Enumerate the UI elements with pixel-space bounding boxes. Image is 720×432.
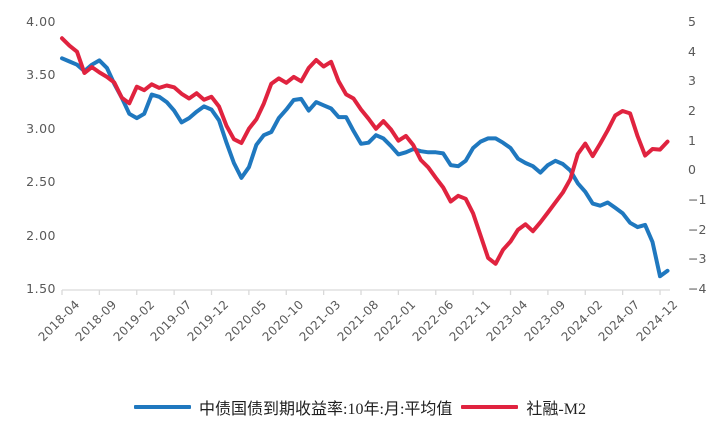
legend-item-cgb-yield: 中债国债到期收益率:10年:月:平均值: [134, 395, 452, 419]
right-axis-tick-label: 5: [688, 14, 696, 29]
left-axis-tick-label: 3.00: [26, 120, 56, 136]
legend-swatch-cgb-yield: [134, 404, 192, 410]
left-axis-tick-label: 1.50: [26, 281, 56, 296]
legend-swatch-tsf-m2: [461, 404, 519, 410]
legend-label-tsf-m2: 社融-M2: [526, 401, 586, 418]
left-axis-tick-label: 2.00: [26, 227, 56, 243]
left-axis-tick-label: 3.50: [26, 67, 56, 83]
right-axis-tick-label: 0: [688, 162, 696, 178]
legend: 中债国债到期收益率:10年:月:平均值 社融-M2: [0, 394, 720, 420]
series-line-tsf-m2: [60, 36, 670, 266]
left-axis-tick-label: 4.00: [26, 14, 56, 29]
series-line-cgb-yield: [60, 56, 670, 279]
left-axis-tick-label: 2.50: [26, 174, 56, 190]
right-axis-tick-label: −4: [688, 281, 707, 296]
right-axis-tick-label: −2: [688, 221, 707, 237]
right-axis-tick-label: −1: [688, 192, 707, 207]
right-axis-tick-label: −3: [688, 251, 707, 267]
right-axis-tick-label: 2: [688, 103, 696, 118]
legend-label-cgb-yield: 中债国债到期收益率:10年:月:平均值: [199, 401, 453, 418]
right-axis-tick-label: 4: [688, 43, 696, 59]
right-axis-tick-label: 3: [688, 73, 696, 89]
right-axis-tick-label: 1: [688, 132, 696, 148]
legend-item-tsf-m2: 社融-M2: [461, 395, 586, 419]
